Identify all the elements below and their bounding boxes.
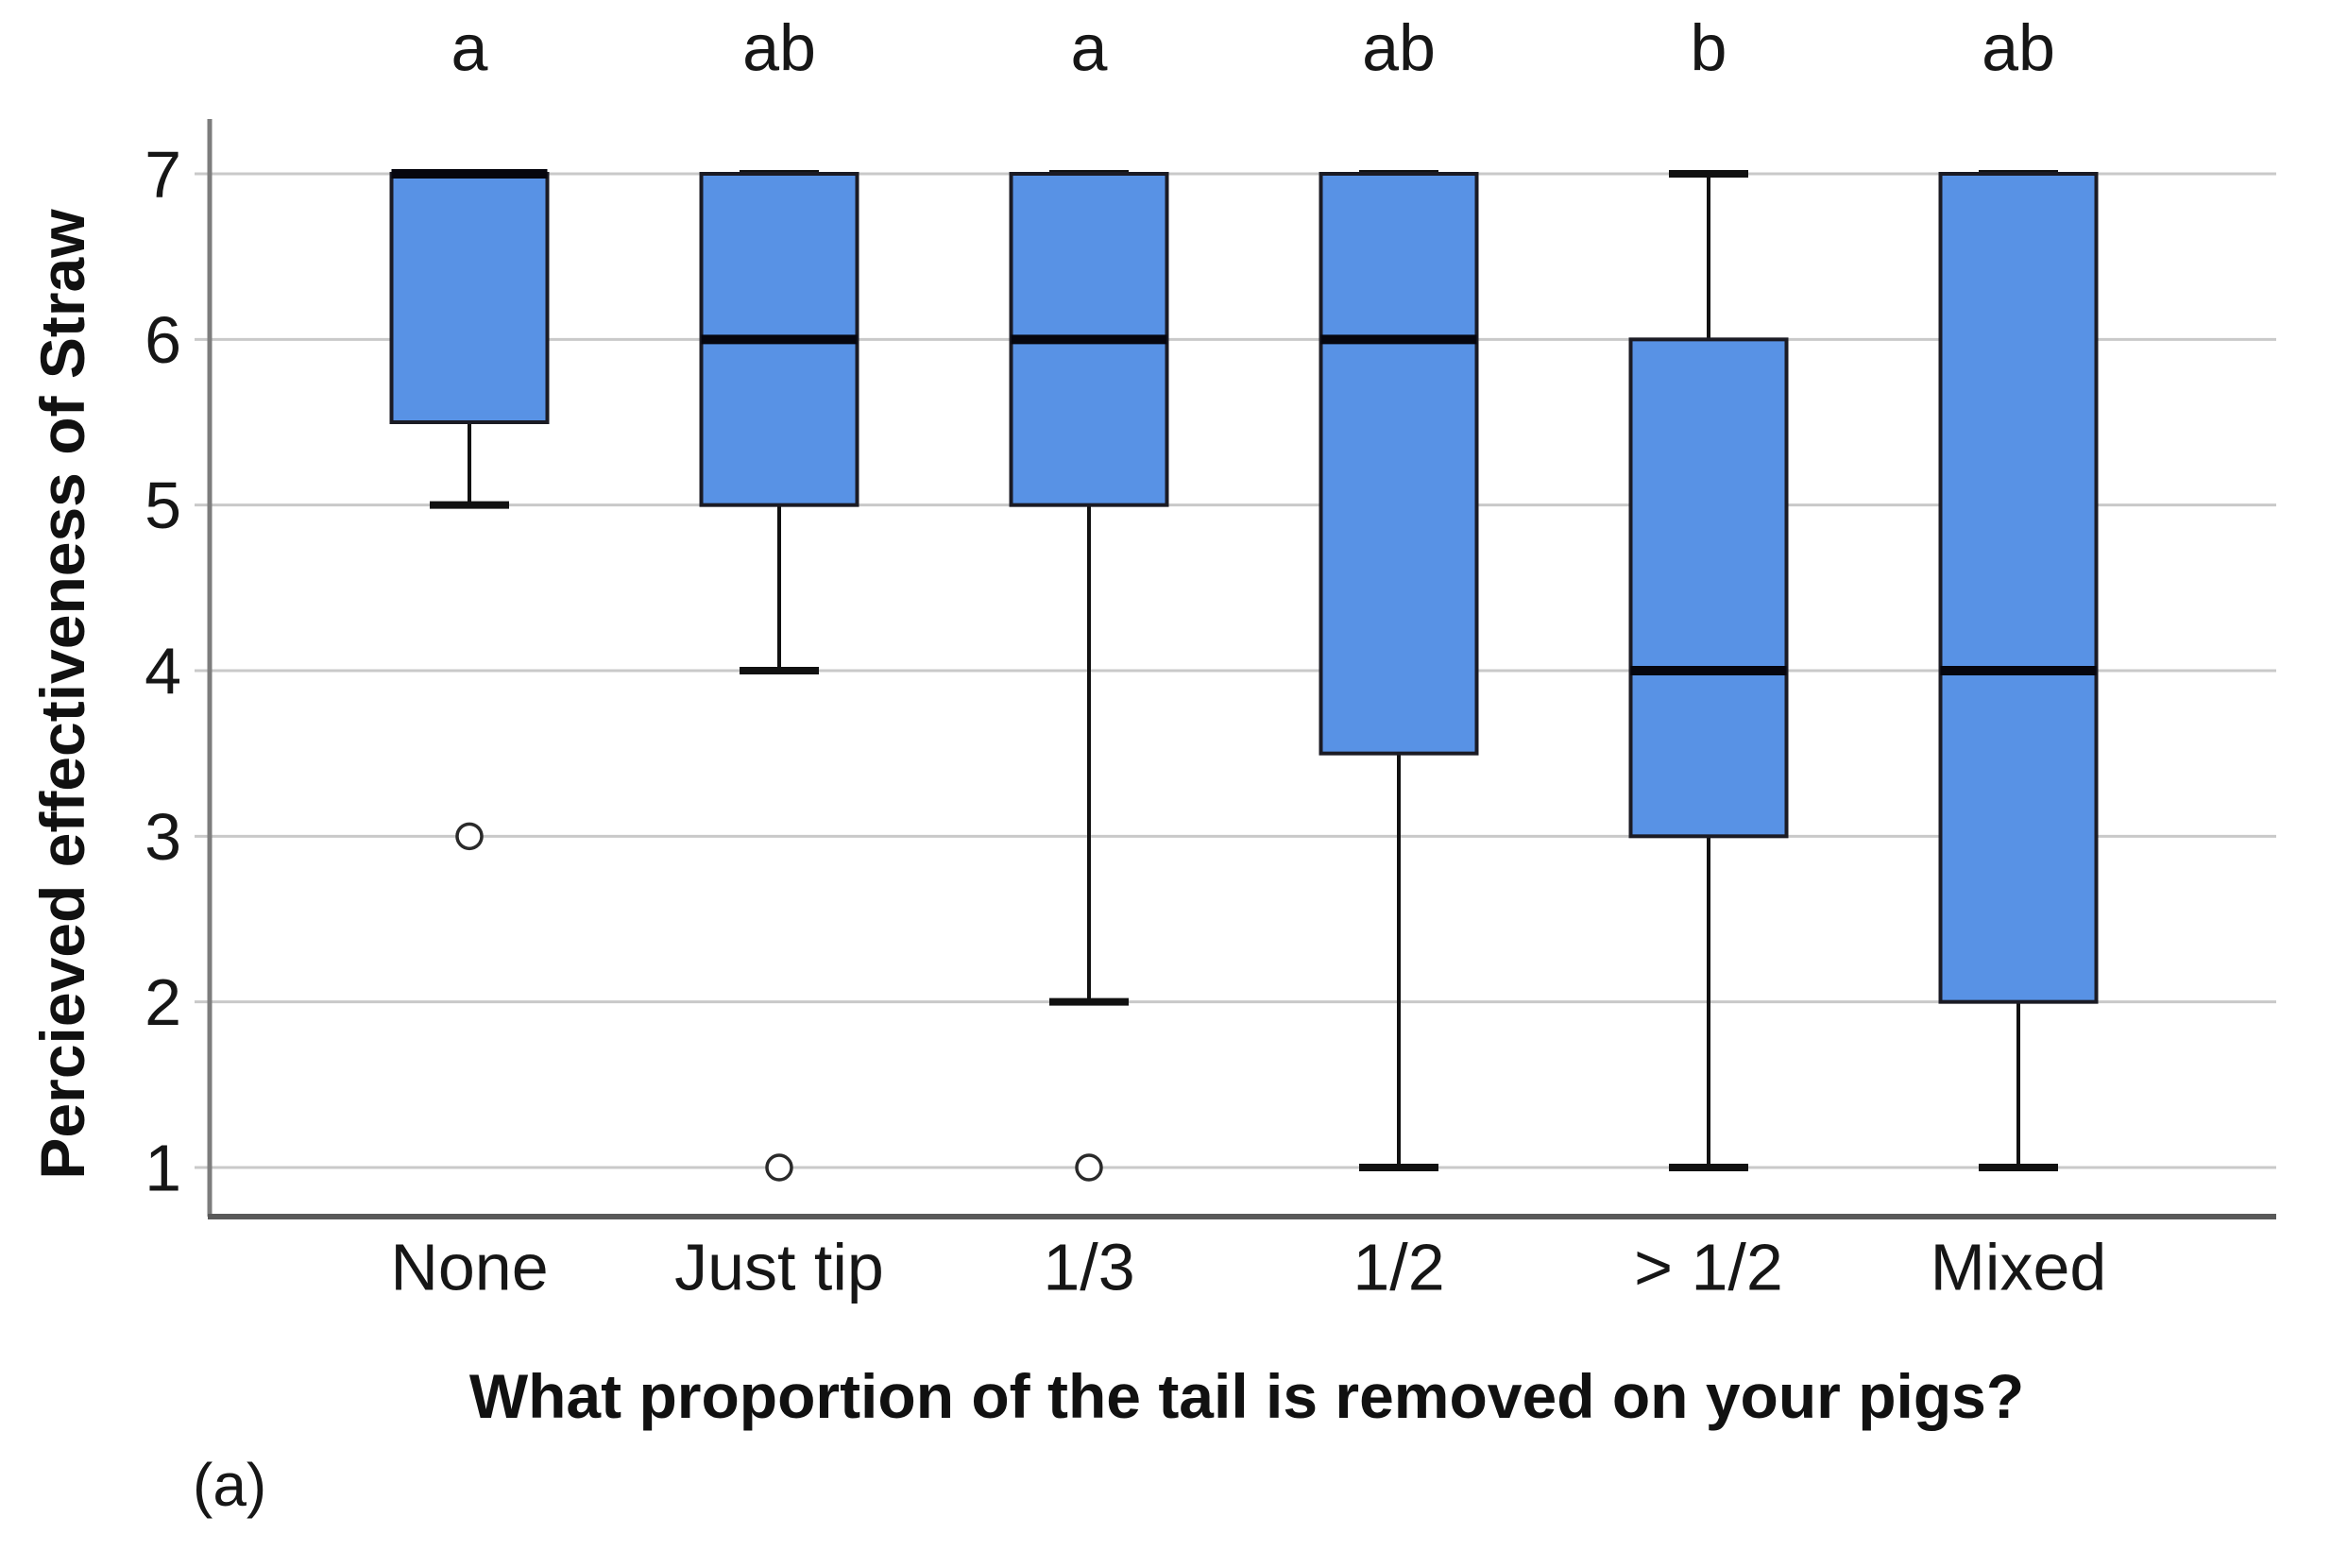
figure-caption: (a) <box>193 1451 267 1519</box>
y-axis-title: Percieved effectiveness of Straw <box>27 209 97 1180</box>
box-rect-4 <box>1628 337 1789 839</box>
significance-letter-5: ab <box>1982 11 2055 85</box>
significance-letter-4: b <box>1691 11 1727 85</box>
y-tick-label-5: 5 <box>145 469 181 542</box>
category-label-3: 1/2 <box>1353 1231 1444 1304</box>
outlier-point-0-0 <box>455 822 484 851</box>
category-label-1: Just tip <box>674 1231 884 1304</box>
category-label-4: > 1/2 <box>1634 1231 1783 1304</box>
y-tick-label-2: 2 <box>145 965 181 1039</box>
y-tick-label-3: 3 <box>145 800 181 874</box>
y-tick-label-4: 4 <box>145 635 181 708</box>
significance-letter-3: ab <box>1362 11 1436 85</box>
significance-letter-1: ab <box>742 11 816 85</box>
category-label-0: None <box>390 1231 548 1304</box>
category-label-2: 1/3 <box>1043 1231 1134 1304</box>
x-axis-title: What proportion of the tail is removed o… <box>468 1361 2025 1431</box>
significance-letter-2: a <box>1071 11 1108 85</box>
box-rect-5 <box>1938 172 2099 1004</box>
y-tick-label-7: 7 <box>145 138 181 212</box>
category-label-5: Mixed <box>1931 1231 2107 1304</box>
box-rect-3 <box>1319 172 1479 756</box>
y-tick-label-1: 1 <box>145 1132 181 1205</box>
significance-letter-0: a <box>451 11 488 85</box>
y-tick-label-6: 6 <box>145 303 181 377</box>
outlier-point-1-0 <box>765 1153 793 1182</box>
outlier-point-2-0 <box>1075 1153 1103 1182</box>
box-rect-0 <box>389 172 550 424</box>
